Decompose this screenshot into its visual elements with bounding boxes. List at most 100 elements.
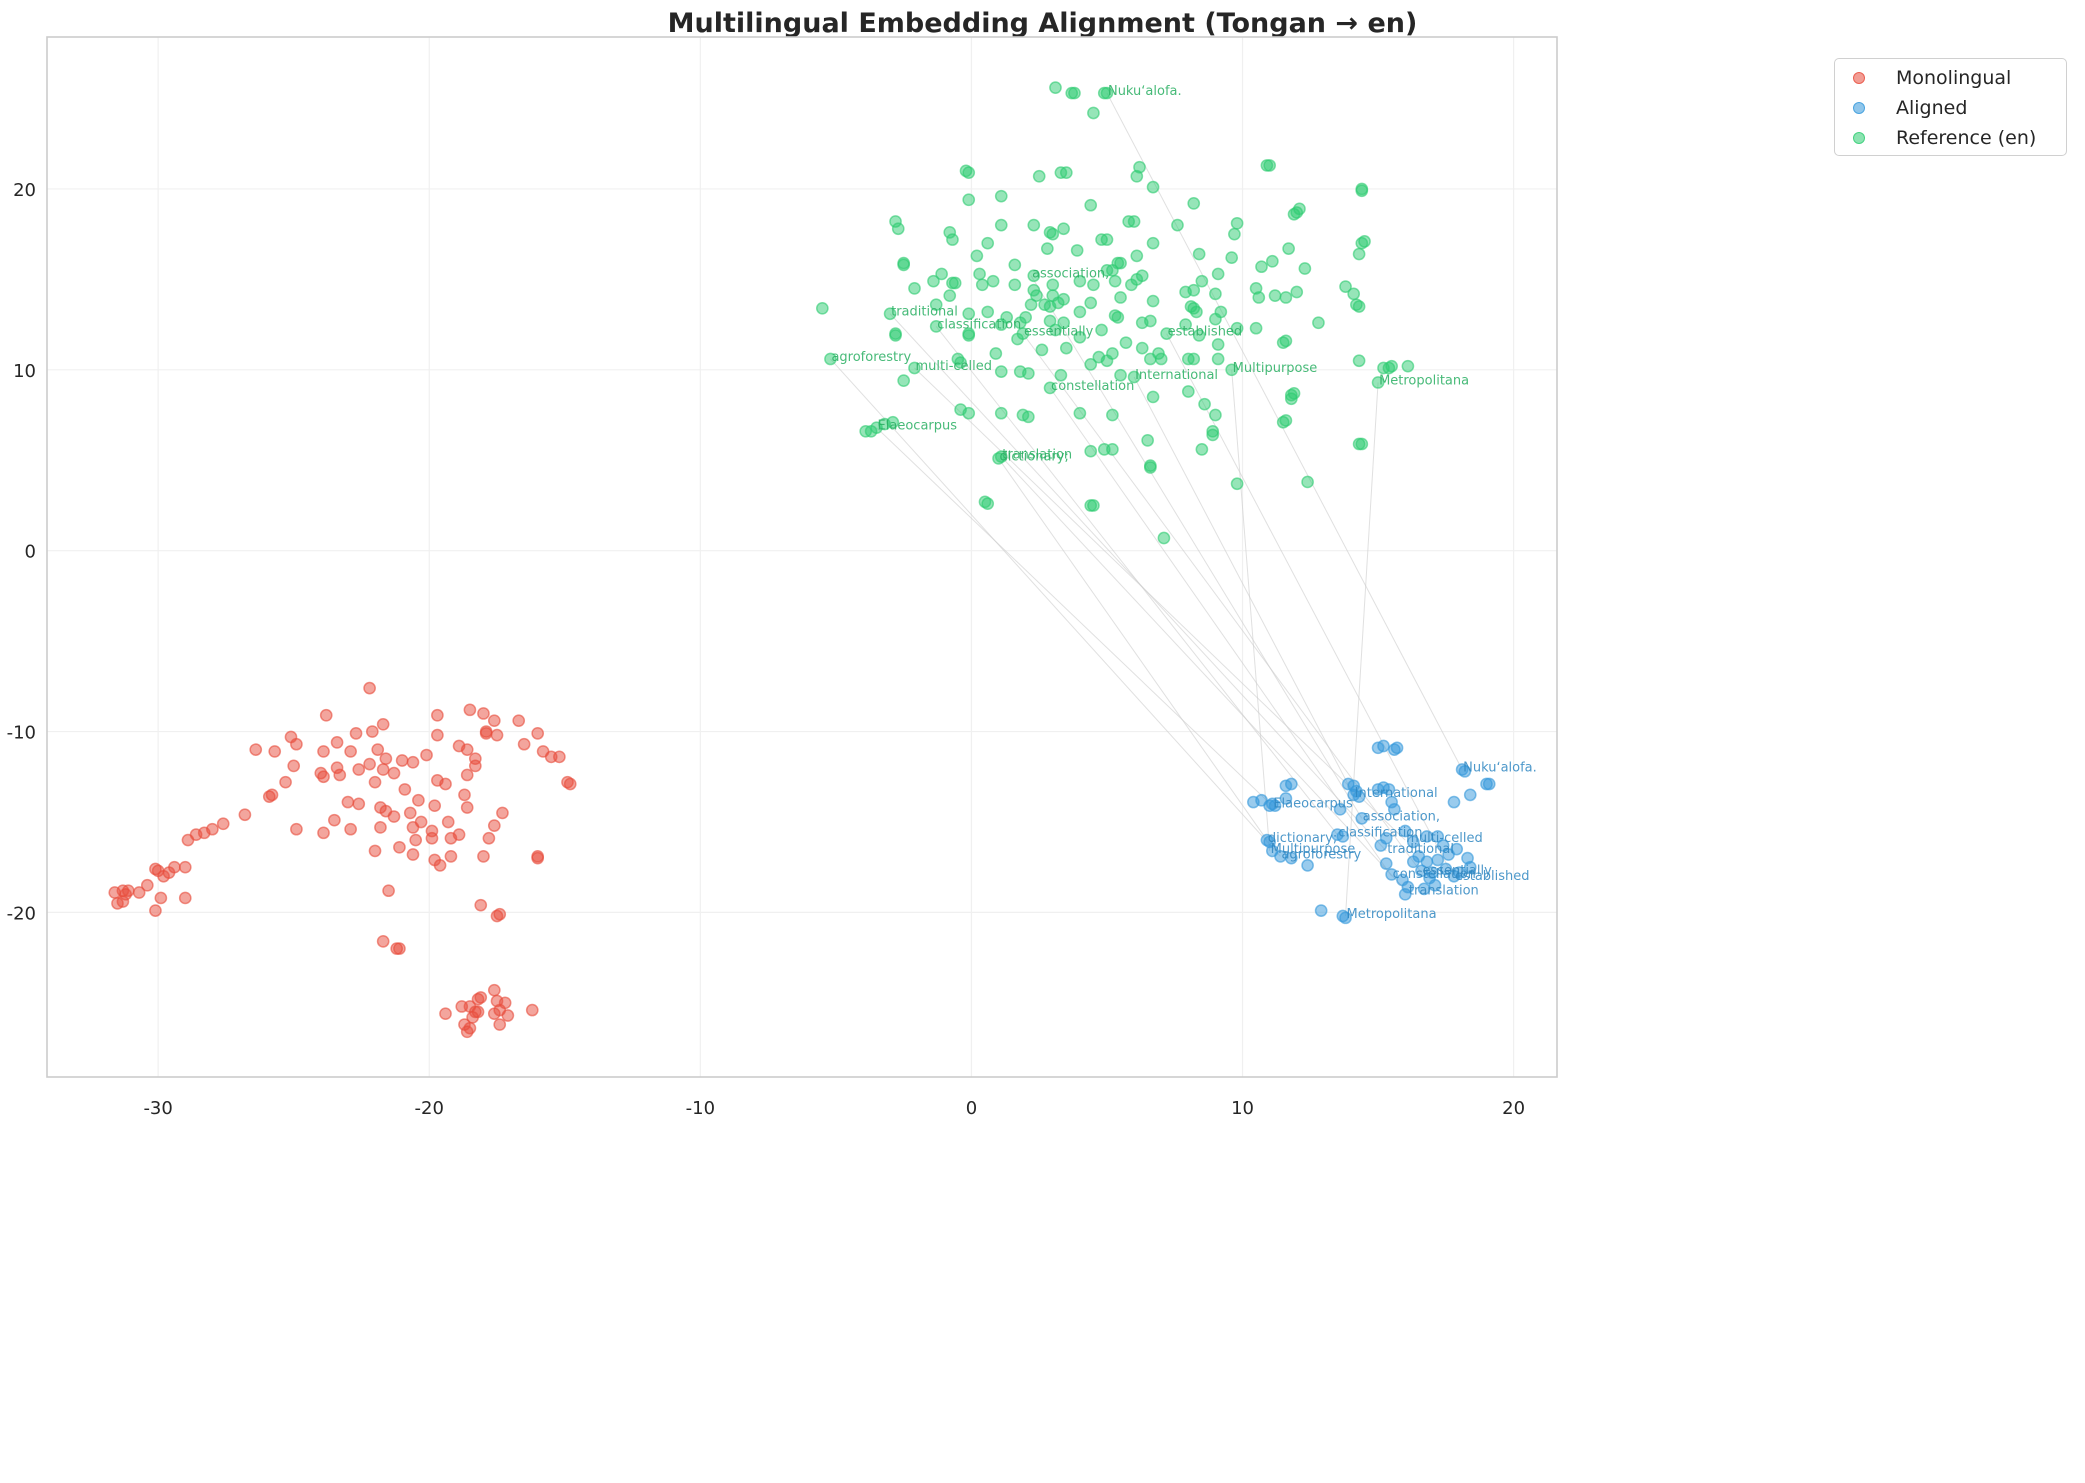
plot-frame <box>46 36 1558 1078</box>
data-point <box>319 708 333 722</box>
data-point <box>279 775 292 789</box>
data-point <box>425 824 439 838</box>
data-point <box>889 329 902 342</box>
aligned-word-label: Nukuʻalofa. <box>1463 761 1537 776</box>
data-point <box>1106 443 1119 456</box>
data-point <box>1358 235 1371 248</box>
data-point <box>1127 215 1141 228</box>
data-point <box>994 450 1008 463</box>
y-tick-label: -20 <box>7 903 36 924</box>
data-point <box>981 305 995 319</box>
data-point <box>317 770 330 784</box>
data-point <box>1027 218 1041 232</box>
data-point <box>1087 499 1100 512</box>
aligned-word-label: constellation <box>1393 867 1476 882</box>
data-point <box>1482 777 1496 791</box>
data-point <box>935 267 948 281</box>
data-point <box>1266 254 1279 268</box>
data-point <box>1040 242 1054 255</box>
data-point <box>1046 227 1060 241</box>
data-point <box>1450 842 1464 856</box>
data-point <box>1049 81 1062 94</box>
aligned-word-label: multi-celled <box>1406 831 1483 846</box>
data-point <box>1000 310 1014 324</box>
alignment-line <box>998 458 1268 841</box>
data-point <box>132 886 146 899</box>
alignment-connectors <box>830 92 1463 917</box>
data-point <box>1073 305 1087 319</box>
y-tick-label: 10 <box>13 361 36 382</box>
data-point <box>962 406 976 420</box>
data-point <box>563 777 577 791</box>
data-point <box>1279 414 1293 427</box>
data-point <box>1057 222 1070 236</box>
data-point <box>471 1005 485 1019</box>
data-point <box>368 844 382 858</box>
data-point <box>897 374 911 388</box>
data-point <box>140 878 154 892</box>
data-point <box>970 249 984 263</box>
data-point <box>249 743 263 756</box>
aligned-word-label: agroforestry <box>1281 847 1361 862</box>
data-point <box>1106 408 1119 422</box>
data-point <box>1284 851 1298 865</box>
reference-word-label: established <box>1168 325 1243 340</box>
data-point <box>333 768 347 782</box>
data-point <box>474 991 488 1004</box>
data-point <box>1146 294 1160 308</box>
data-point <box>493 907 507 921</box>
data-point <box>206 822 219 836</box>
data-point <box>1032 169 1046 183</box>
data-point <box>1355 437 1369 451</box>
data-point <box>1043 381 1057 395</box>
data-point <box>398 783 412 796</box>
reference-word-label: Elaeocarpus <box>878 419 958 434</box>
data-point <box>376 934 390 948</box>
data-point <box>962 327 976 340</box>
data-points <box>108 81 1496 1039</box>
data-point <box>1347 788 1361 802</box>
data-point <box>1179 318 1192 331</box>
data-point <box>1027 269 1041 283</box>
data-point <box>1336 830 1350 843</box>
chart-title: Multilingual Embedding Alignment (Tongan… <box>667 8 1418 39</box>
alignment-line <box>1345 382 1379 917</box>
data-point <box>994 189 1008 203</box>
data-point <box>531 726 545 740</box>
data-point <box>908 282 921 295</box>
aligned-word-label: Metropolitana <box>1347 907 1437 922</box>
reference-word-label: Nukuʻalofa. <box>1108 84 1182 99</box>
data-point <box>374 821 387 834</box>
data-point <box>1287 207 1301 221</box>
data-point <box>1070 244 1084 257</box>
data-point <box>1347 287 1361 301</box>
data-point <box>290 822 303 836</box>
data-point <box>824 352 837 366</box>
aligned-word-label: Elaeocarpus <box>1273 797 1353 812</box>
data-point <box>431 708 444 722</box>
data-point <box>496 806 509 820</box>
data-point <box>1431 830 1445 843</box>
aligned-word-label: translation <box>1409 884 1479 899</box>
data-point <box>1406 855 1420 869</box>
data-point <box>975 278 989 292</box>
data-point <box>460 743 474 756</box>
series-monolingual <box>108 681 577 1039</box>
data-point <box>1339 911 1352 925</box>
data-point <box>490 728 504 742</box>
data-point <box>1016 327 1030 340</box>
data-point <box>948 276 962 290</box>
data-point <box>1181 385 1195 398</box>
data-point <box>1439 862 1453 876</box>
data-point <box>216 817 230 831</box>
data-point <box>1284 777 1298 791</box>
legend-label: Aligned <box>1896 97 1968 119</box>
data-point <box>1352 247 1366 261</box>
data-point <box>428 799 442 813</box>
data-point <box>1447 795 1461 809</box>
data-point <box>363 681 376 695</box>
data-point <box>1398 887 1412 901</box>
reference-word-label: association, <box>1032 267 1109 282</box>
data-point <box>379 752 393 766</box>
